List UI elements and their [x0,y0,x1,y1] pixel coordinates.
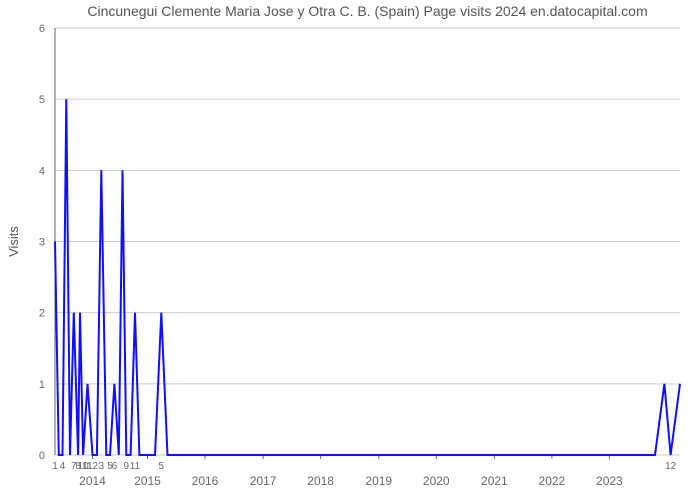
x-year-tick: 2015 [134,474,161,488]
x-year-tick: 2014 [79,474,106,488]
x-year-tick: 2016 [192,474,219,488]
x-small-tick: 4 [60,461,66,472]
x-small-tick: 1 [52,461,58,472]
x-year-tick: 2021 [481,474,508,488]
x-year-tick: 2023 [596,474,623,488]
y-axis-label: Visits [6,226,21,257]
x-small-tick: 12 [665,461,677,472]
x-year-tick: 2017 [250,474,277,488]
chart-container: 0123456Cincunegui Clemente Maria Jose y … [0,0,700,500]
x-year-tick: 2019 [365,474,392,488]
y-tick-label: 2 [39,308,45,320]
x-small-tick: 5 [158,461,164,472]
x-year-tick: 2020 [423,474,450,488]
x-small-tick: 6 [112,461,118,472]
chart-title: Cincunegui Clemente Maria Jose y Otra C.… [87,3,647,19]
y-tick-label: 6 [39,23,45,35]
line-chart: 0123456Cincunegui Clemente Maria Jose y … [0,0,700,500]
y-tick-label: 5 [39,94,45,106]
x-year-tick: 2022 [539,474,566,488]
y-tick-label: 1 [39,379,45,391]
x-small-tick: 12 [87,461,99,472]
y-tick-label: 4 [39,165,45,177]
y-tick-label: 0 [39,450,45,462]
x-small-tick: 3 [98,461,104,472]
x-small-tick: 11 [130,461,141,472]
x-year-tick: 2018 [307,474,334,488]
x-small-tick: 9 [123,461,129,472]
y-tick-label: 3 [39,237,45,249]
